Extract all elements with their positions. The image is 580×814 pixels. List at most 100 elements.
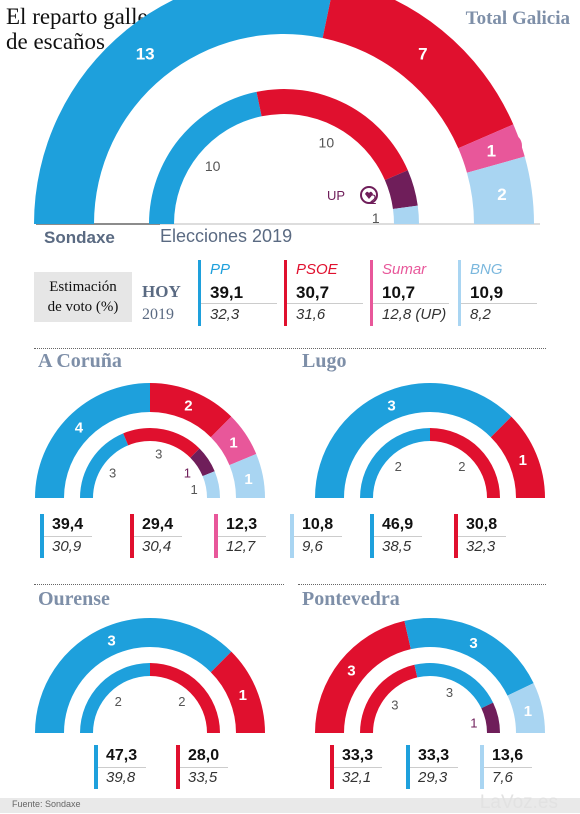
up-logo-icon <box>360 186 378 204</box>
vote-col-bng: BNG 10,9 8,2 <box>458 260 503 326</box>
lugo-outer-pp-arc <box>315 382 512 498</box>
ourense-inner-pp-arc <box>80 663 150 733</box>
vote-separator <box>201 303 277 304</box>
coruna-inner-bng-arc <box>202 471 220 498</box>
vote-2019: 31,6 <box>296 306 326 323</box>
vote-now: 46,9 <box>382 516 414 533</box>
coruna-vote-col-bng: 10,8 9,6 <box>290 514 333 558</box>
vote-col-pp: PP 39,1 32,3 <box>198 260 243 326</box>
lugo-outer-psoe-arc <box>490 416 545 498</box>
prov-title-lugo: Lugo <box>302 350 347 372</box>
vote-2019: 9,6 <box>302 538 323 555</box>
vote-2019: 12,7 <box>226 538 256 555</box>
vote-separator <box>461 303 537 304</box>
pontevedra-inner-up-seats-label: 1 <box>470 716 477 731</box>
lugo-inner-pp-seats-label: 2 <box>395 459 402 474</box>
lugo-vote-col-pp: 46,9 38,5 <box>370 514 413 558</box>
total-outer-pp-arc <box>34 0 331 224</box>
party-name: PP <box>210 261 231 278</box>
total-galicia-heading: Total Galicia <box>465 8 570 29</box>
vote-separator <box>334 767 382 768</box>
vote-separator <box>294 536 342 537</box>
coruna-outer-pp-seats-label: 4 <box>75 419 84 436</box>
party-name: BNG <box>470 261 503 278</box>
coruna-inner-pp-arc <box>80 433 129 498</box>
lugo-outer-psoe-seats-label: 1 <box>519 452 527 469</box>
up-label: UP <box>327 188 345 203</box>
ourense-outer-pp-seats-label: 3 <box>107 633 115 650</box>
pontevedra-vote-col-bng: 13,6 7,6 <box>480 745 523 789</box>
coruna-inner-psoe-arc <box>123 428 200 458</box>
sondaxe-label: Sondaxe <box>44 228 115 247</box>
title-line-2: de escaños <box>6 29 105 54</box>
vote-now: 28,0 <box>188 747 220 764</box>
ourense-inner-psoe-seats-label: 2 <box>178 694 185 709</box>
vote-now: 47,3 <box>106 747 138 764</box>
party-name: PSOE <box>296 261 338 278</box>
pontevedra-inner-pp-arc <box>414 663 494 709</box>
vote-separator <box>180 767 228 768</box>
vote-now: 33,3 <box>342 747 374 764</box>
estimacion-line-2: de voto (%) <box>47 299 119 315</box>
vote-2019: 33,5 <box>188 769 218 786</box>
vote-now: 39,1 <box>210 283 244 302</box>
total-outer-psoe-arc <box>322 0 514 149</box>
vote-2019: 39,8 <box>106 769 136 786</box>
vote-now: 13,6 <box>492 747 524 764</box>
source-label: Fuente: Sondaxe <box>12 799 81 809</box>
vote-now: 10,8 <box>302 516 334 533</box>
vote-2019: 30,9 <box>52 538 82 555</box>
divider-dotted-3 <box>298 584 546 585</box>
vote-col-psoe: PSOE 30,7 31,6 <box>284 260 338 326</box>
lugo-inner-psoe-seats-label: 2 <box>458 459 465 474</box>
vote-2019: 32,3 <box>210 306 240 323</box>
vote-separator <box>374 536 422 537</box>
vote-separator <box>458 536 506 537</box>
pontevedra-outer-bng-seats-label: 1 <box>524 703 532 720</box>
coruna-outer-sumar-seats-label: 1 <box>229 435 237 452</box>
vote-now: 29,4 <box>142 516 174 533</box>
year-2019-label: 2019 <box>142 306 174 323</box>
estimacion-line-1: Estimación <box>49 279 117 295</box>
coruna-outer-sumar-arc <box>210 416 257 466</box>
ourense-outer-psoe-seats-label: 1 <box>239 687 247 704</box>
vote-now: 10,7 <box>382 283 416 302</box>
prov-title-coruna: A Coruña <box>38 350 122 372</box>
estimacion-box: Estimación de voto (%) <box>34 272 132 322</box>
total-inner-pp-arc <box>149 91 262 225</box>
vote-2019: 38,5 <box>382 538 412 555</box>
vote-separator <box>98 767 146 768</box>
coruna-outer-bng-seats-label: 1 <box>244 471 252 488</box>
footer-bar: Fuente: Sondaxe <box>0 798 580 813</box>
total-inner-up-seats-label: 2 <box>369 191 377 207</box>
pontevedra-inner-up-arc <box>481 702 501 733</box>
coruna-inner-pp-seats-label: 3 <box>109 466 116 481</box>
ourense-outer-pp-arc <box>35 618 232 733</box>
divider-dotted-1 <box>34 348 546 349</box>
prov-title-ourense: Ourense <box>38 588 110 610</box>
coruna-inner-up-arc <box>190 448 215 477</box>
party-name: Sumar <box>382 261 427 278</box>
lugo-outer-pp-seats-label: 3 <box>387 398 395 415</box>
vote-now: 12,3 <box>226 516 258 533</box>
lugo-inner-pp-arc <box>360 428 430 498</box>
total-outer-pp-seats-label: 13 <box>136 44 155 63</box>
prov-title-pontevedra: Pontevedra <box>302 588 400 610</box>
total-inner-bng-arc <box>392 205 419 224</box>
coruna-inner-bng-seats-label: 1 <box>191 482 198 497</box>
total-inner-psoe-arc <box>256 89 408 181</box>
ourense-inner-pp-seats-label: 2 <box>115 694 122 709</box>
vote-2019: 32,1 <box>342 769 372 786</box>
pontevedra-outer-psoe-arc <box>315 620 411 733</box>
coruna-vote-col-pp: 39,4 30,9 <box>40 514 83 558</box>
total-outer-sumar-seats-label: 1 <box>487 141 496 160</box>
lugo-inner-psoe-arc <box>430 428 500 498</box>
chart-title: El reparto gallego de escaños <box>6 4 171 54</box>
total-inner-pp-seats-label: 10 <box>205 158 221 174</box>
total-inner-psoe-seats-label: 10 <box>319 134 335 150</box>
vote-separator <box>44 536 92 537</box>
total-inner-bng-seats-label: 1 <box>372 210 380 226</box>
total-outer-sumar-arc <box>458 124 525 173</box>
ourense-outer-psoe-arc <box>210 651 265 733</box>
